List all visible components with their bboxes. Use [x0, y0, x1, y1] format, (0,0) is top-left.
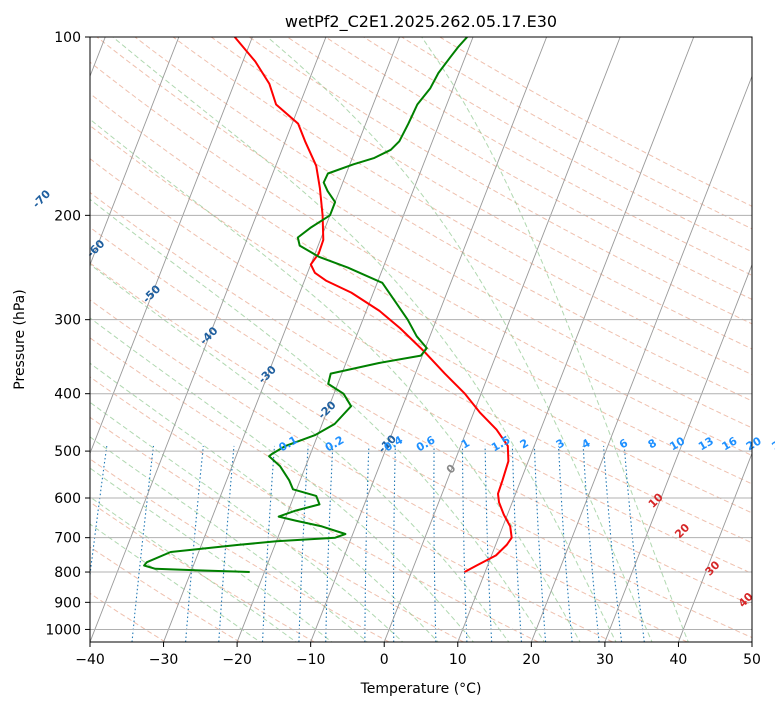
isotherm-line [604, 263, 752, 642]
temperature-line [233, 37, 513, 573]
x-tick-label: −20 [222, 652, 252, 668]
y-tick-label: 700 [54, 531, 81, 547]
y-tick-label: 1000 [45, 622, 81, 638]
x-tick-label: 30 [596, 652, 614, 668]
moist-adiabat [90, 467, 333, 642]
mixing-ratio-line [433, 445, 437, 642]
x-tick-label: −10 [296, 652, 326, 668]
mixing-ratio-line [218, 445, 235, 642]
mixing-ratio-line [511, 445, 523, 642]
y-axis-label: Pressure (hPa) [12, 289, 28, 389]
mixing-ratio-line [484, 445, 493, 642]
x-tick-label: 40 [670, 652, 688, 668]
mixing-ratio-line [90, 445, 108, 579]
isotherm-line [457, 37, 695, 642]
x-tick-label: −40 [75, 652, 105, 668]
mixing-ratio-line [298, 445, 309, 642]
axis-ticks: −40 −30 −20 −10 0 10 20 30 40 50 100 200 300 400 500 60… [45, 30, 761, 668]
mixing-ratio-line [261, 445, 276, 642]
mixing-ratio-line [131, 445, 155, 642]
mixing-ratio-line [461, 445, 468, 642]
dry-adiabat [134, 37, 752, 402]
isotherm-line [530, 74, 752, 642]
dry-adiabat [90, 61, 752, 457]
y-tick-label: 900 [54, 595, 81, 611]
y-tick-label: 800 [54, 565, 81, 581]
dry-adiabat [439, 37, 752, 207]
dry-adiabat [210, 37, 752, 350]
moist-adiabat [421, 37, 689, 642]
y-tick-label: 300 [54, 313, 81, 329]
mixing-ratio-line [582, 445, 600, 642]
isotherm-line [90, 37, 327, 642]
dry-adiabat [90, 226, 752, 606]
y-tick-label: 400 [54, 387, 81, 403]
dry-adiabat [90, 337, 613, 642]
mixing-ratio-label: 25 [770, 434, 775, 453]
x-tick-label: 20 [522, 652, 540, 668]
x-axis-label: Temperature (°C) [360, 681, 482, 697]
dry-adiabat [90, 262, 752, 639]
moist-adiabat [112, 37, 617, 642]
dry-adiabat [249, 37, 752, 325]
mixing-ratio-line [623, 445, 645, 642]
dry-adiabat [287, 37, 752, 300]
dry-adiabat [401, 37, 752, 230]
isotherm-line [383, 37, 621, 642]
mixing-ratio-line [603, 445, 623, 642]
dry-adiabat [90, 501, 315, 642]
isotherm-line [163, 37, 400, 642]
x-tick-label: −30 [149, 652, 179, 668]
x-tick-label: 50 [743, 652, 761, 668]
moist-adiabat [90, 317, 475, 642]
x-tick-label: 10 [449, 652, 467, 668]
dry-adiabat [96, 37, 752, 429]
dewpoint-line [143, 37, 468, 573]
profile-series [143, 37, 513, 573]
x-tick-label: 0 [380, 652, 389, 668]
mixing-ratio-line [185, 445, 204, 642]
dry-adiabat [172, 37, 752, 376]
mixing-ratio-line [557, 445, 573, 642]
moist-adiabat [90, 401, 404, 642]
mixing-ratio-line [533, 445, 547, 642]
isotherm-line [90, 37, 253, 455]
chart-title: wetPf2_C2E1.2025.262.05.17.E30 [285, 12, 557, 32]
mixing-ratio-line [364, 445, 370, 642]
y-tick-label: 500 [54, 444, 81, 460]
dry-adiabat [90, 458, 390, 642]
pressure-gridlines [90, 36, 752, 630]
isotherm-line [310, 37, 548, 642]
y-tick-label: 600 [54, 491, 81, 507]
mixing-ratio-line [325, 445, 334, 642]
dry-adiabat [90, 158, 752, 544]
plot-frame [89, 36, 753, 643]
y-tick-label: 100 [54, 30, 81, 46]
isotherm-line [90, 37, 180, 267]
isotherm-line [678, 452, 752, 642]
dry-adiabat [90, 191, 752, 575]
y-tick-label: 200 [54, 208, 81, 224]
